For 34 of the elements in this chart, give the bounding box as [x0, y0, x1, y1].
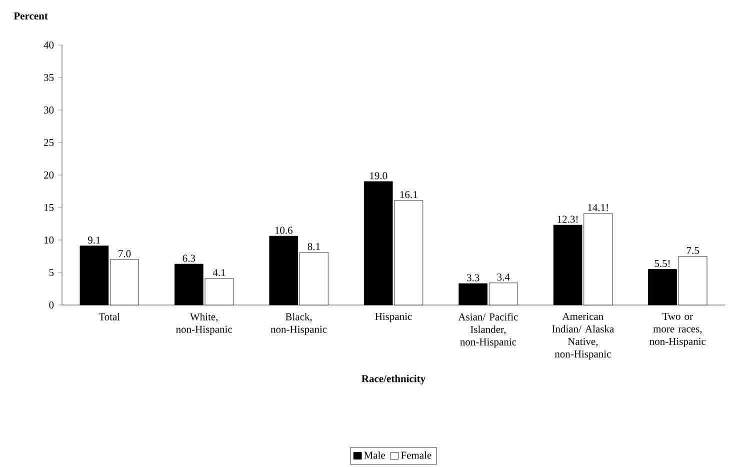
y-tick-label: 20: [44, 171, 54, 179]
data-label: 9.1: [88, 236, 100, 244]
data-label: 4.1: [212, 269, 226, 276]
y-axis-title: Percent: [14, 12, 48, 20]
y-tick-label: 30: [44, 106, 54, 114]
x-tick-label: Total: [98, 312, 120, 320]
x-tick-label: Black, non-Hispanic: [270, 312, 327, 335]
data-label: 7.5: [686, 247, 699, 254]
y-tick-label: 5: [49, 269, 54, 276]
x-tick-label: American Indian/ Alaska Native, non-Hispanic: [552, 312, 614, 360]
data-label: 7.0: [118, 250, 131, 258]
legend-label: Female: [401, 451, 432, 459]
data-label: 16.1: [400, 191, 418, 198]
data-label: 8.1: [308, 243, 320, 250]
x-tick-label: White, non-Hispanic: [176, 312, 232, 335]
y-tick-label: 35: [44, 74, 54, 82]
x-tick-label: Two or more races, non-Hispanic: [650, 312, 706, 348]
data-label: 3.4: [497, 274, 510, 281]
y-tick-label: 40: [44, 41, 54, 49]
data-label: 19.0: [370, 172, 388, 180]
data-label: 12.3!: [558, 216, 578, 223]
y-tick-label: 15: [44, 204, 54, 212]
data-label: 5.5!: [654, 260, 670, 268]
y-tick-label: 0: [49, 301, 54, 309]
y-tick-label: 10: [44, 236, 54, 244]
x-tick-label: Hispanic: [375, 312, 412, 322]
legend-label: Male: [364, 451, 385, 459]
data-label: 10.6: [275, 226, 293, 234]
x-tick-label: Asian/ Pacific Islander, non-Hispanic: [458, 312, 518, 348]
x-axis-title: Race/ethnicity: [362, 374, 426, 384]
data-label: 14.1!: [588, 204, 608, 212]
y-tick-label: 25: [44, 138, 54, 146]
data-label: 3.3: [467, 274, 480, 282]
data-label: 6.3: [182, 254, 196, 262]
